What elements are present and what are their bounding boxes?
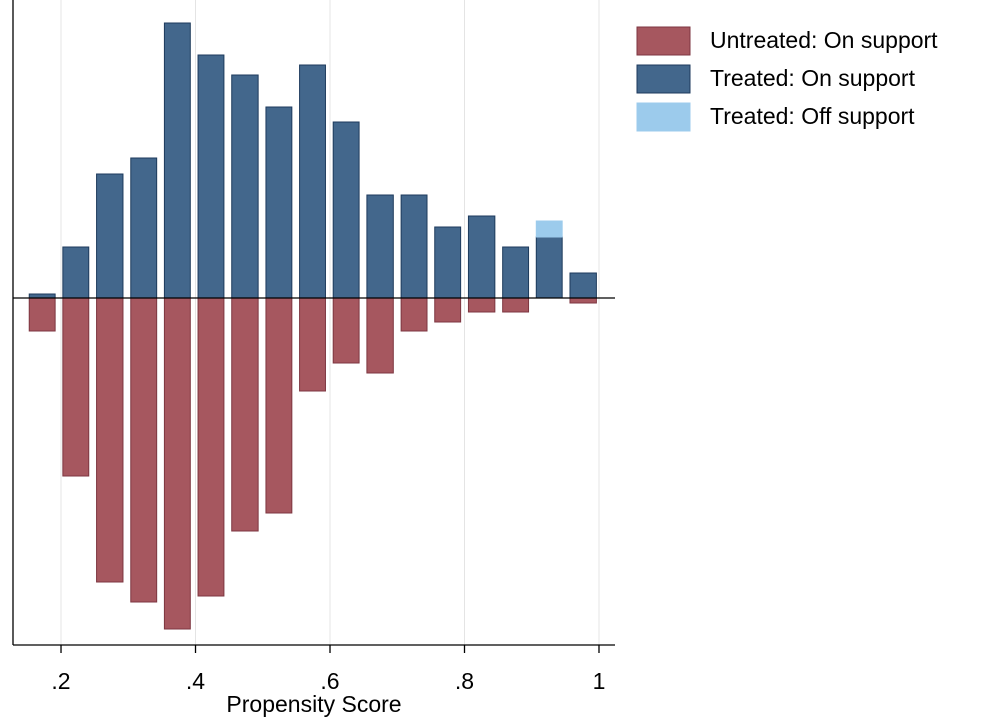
- legend-label: Treated: On support: [710, 65, 916, 91]
- x-tick-label: .2: [51, 668, 70, 694]
- bar: [366, 297, 394, 374]
- bar: [130, 157, 158, 299]
- bar: [434, 297, 462, 323]
- bar: [467, 215, 496, 299]
- bar: [299, 64, 326, 299]
- legend-swatch: [636, 64, 691, 94]
- bar: [400, 297, 428, 332]
- bar: [434, 226, 462, 299]
- bar: [400, 194, 428, 299]
- x-tick-label: .8: [455, 668, 474, 694]
- bar: [569, 272, 597, 299]
- x-axis-title: Propensity Score: [226, 691, 401, 717]
- bar: [366, 194, 394, 299]
- bar: [163, 297, 191, 630]
- bar: [535, 236, 563, 299]
- bar: [163, 22, 191, 299]
- bar: [130, 297, 158, 603]
- x-tick-label: .4: [186, 668, 205, 694]
- legend-label: Treated: Off support: [710, 103, 915, 129]
- bar: [569, 297, 597, 304]
- bar: [28, 297, 56, 332]
- bar: [502, 246, 530, 299]
- legend-swatch: [636, 26, 691, 56]
- bar: [502, 297, 530, 313]
- legend-swatch: [636, 102, 691, 132]
- bar: [197, 54, 225, 299]
- bar: [265, 106, 293, 299]
- bar: [535, 220, 563, 238]
- bar: [96, 297, 124, 583]
- x-tick-label: 1: [593, 668, 606, 694]
- bar: [62, 246, 90, 299]
- bar: [231, 74, 259, 299]
- bar: [467, 297, 496, 313]
- legend-label: Untreated: On support: [710, 27, 938, 53]
- bar: [96, 173, 124, 299]
- bar: [332, 121, 360, 299]
- bar: [62, 297, 90, 477]
- bar: [299, 297, 326, 392]
- bar: [332, 297, 360, 364]
- bar: [197, 297, 225, 597]
- bar: [231, 297, 259, 532]
- x-tick-label: .6: [320, 668, 339, 694]
- bar: [265, 297, 293, 514]
